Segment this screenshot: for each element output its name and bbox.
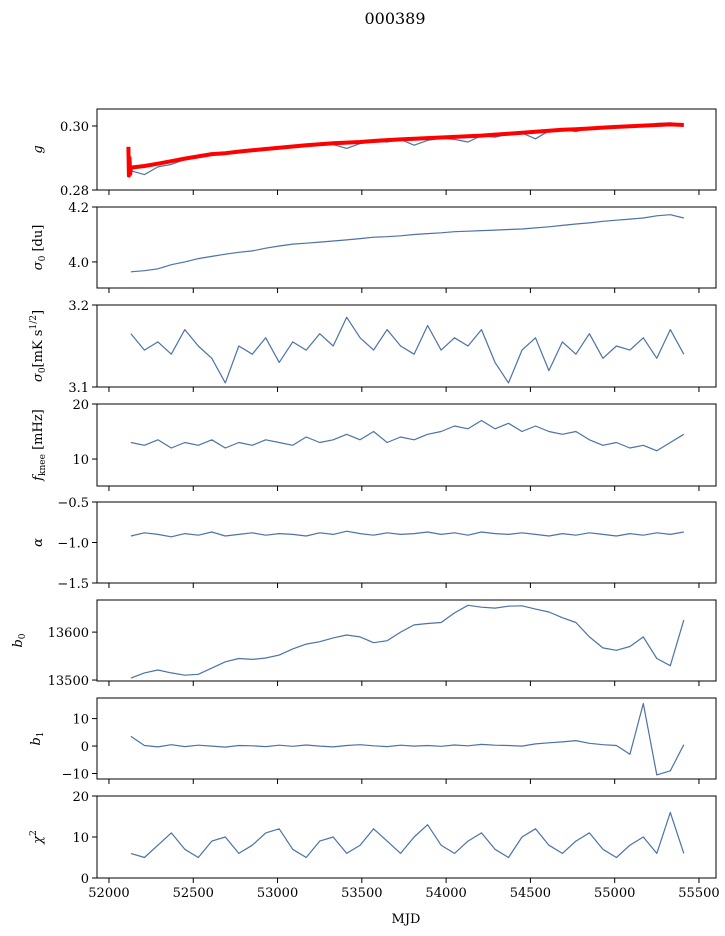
subplot-sigma0-du: 4.0 4.2 σ0 [du] xyxy=(31,201,717,293)
y-label-symbol: σ xyxy=(31,260,46,270)
y-label-superscript: 1/2 xyxy=(29,315,39,329)
y-label-symbol: σ xyxy=(31,372,46,382)
y-tick-label: −10 xyxy=(62,768,89,783)
axes-frame xyxy=(96,697,717,780)
series-line-gain xyxy=(130,122,684,176)
y-tick-label: −0.5 xyxy=(57,496,89,511)
y-label-superscript: 2 xyxy=(29,830,39,836)
y-axis-label: σ0[mK s1/2] xyxy=(29,310,48,382)
series-line-fknee xyxy=(130,419,685,452)
y-label-subscript: 0 xyxy=(18,633,28,639)
x-axis-label: MJD xyxy=(392,912,421,927)
y-label-symbol: α xyxy=(31,538,46,547)
y-axis-label: χ2 xyxy=(29,830,46,845)
axes-frame xyxy=(96,599,717,682)
y-axis-label: α xyxy=(31,538,46,547)
series-line-gain-model xyxy=(126,122,684,178)
y-label-units: [du] xyxy=(31,225,46,256)
y-label-bracket: ] xyxy=(31,310,46,315)
y-tick-label: 10 xyxy=(72,831,89,846)
subplot-fknee: 10 20 fknee [mHz] xyxy=(31,398,717,491)
y-label-subscript: 0 xyxy=(38,367,48,373)
subplot-g: 0.28 0.30 g xyxy=(31,108,717,199)
y-tick-label: −1.0 xyxy=(57,537,89,552)
subplot-sigma0-mk: 3.1 3.2 σ0[mK s1/2] xyxy=(29,299,717,396)
y-axis-label: g xyxy=(31,145,46,153)
y-tick-label: 20 xyxy=(72,398,89,413)
series-line-sigma0-temp xyxy=(130,316,685,384)
y-tick-label: 10 xyxy=(72,713,89,728)
x-tick-label: 52500 xyxy=(173,886,214,901)
x-tick-label: 52000 xyxy=(88,886,129,901)
axes-frame xyxy=(96,304,717,388)
subplot-alpha: −1.5 −1.0 −0.5 α xyxy=(31,496,717,592)
y-tick-label: 3.1 xyxy=(68,381,89,396)
y-tick-label: 10 xyxy=(72,453,89,468)
y-tick-label: 0.30 xyxy=(60,120,89,135)
axes-frame xyxy=(96,403,717,487)
y-tick-label: 3.2 xyxy=(68,299,89,314)
y-tick-label: 4.0 xyxy=(68,256,89,271)
y-tick-label: 13600 xyxy=(48,626,89,641)
axes-frame xyxy=(96,501,717,584)
subplot-b1: −10 0 10 b1 xyxy=(29,697,717,784)
y-label-symbol: χ xyxy=(31,835,46,845)
y-axis-label: fknee [mHz] xyxy=(31,409,48,482)
subplot-b0: 13500 13600 b0 xyxy=(11,599,717,689)
y-tick-label: 0 xyxy=(81,872,89,887)
y-tick-label: −1.5 xyxy=(57,577,89,592)
chart-title: 000389 xyxy=(364,9,425,28)
series-line-sigma0 xyxy=(130,214,684,273)
y-axis-label: σ0 [du] xyxy=(31,225,48,271)
series-line-alpha xyxy=(130,530,684,538)
y-label-subscript: 0 xyxy=(38,255,48,261)
x-tick-label: 53500 xyxy=(341,886,382,901)
subplot-chi2: 0 10 20 52000 52500 53000 53500 54000 54500 55000… xyxy=(29,790,720,901)
y-tick-label: 0.28 xyxy=(60,184,89,199)
x-tick-label: 54000 xyxy=(425,886,466,901)
x-tick-label: 55000 xyxy=(594,886,635,901)
axes-frame xyxy=(96,206,717,289)
y-label-subscript: knee xyxy=(38,454,48,476)
x-tick-label: 55500 xyxy=(678,886,719,901)
axes-frame xyxy=(96,108,717,191)
y-tick-label: 20 xyxy=(72,790,89,805)
y-axis-label: b1 xyxy=(29,731,46,745)
y-label-symbol: g xyxy=(31,145,46,153)
y-label-symbol: f xyxy=(31,474,46,482)
y-label-units: [mHz] xyxy=(31,409,46,454)
y-label-symbol: b xyxy=(29,737,44,745)
axes-frame xyxy=(96,795,717,879)
series-line-b0 xyxy=(130,604,685,679)
y-tick-label: 13500 xyxy=(48,674,89,689)
y-label-symbol: b xyxy=(11,639,26,647)
series-line-b1 xyxy=(130,702,685,776)
y-tick-label: 0 xyxy=(81,740,89,755)
x-tick-label: 54500 xyxy=(510,886,551,901)
y-tick-label: 4.2 xyxy=(68,201,89,216)
y-label-units: [mK s xyxy=(31,330,46,368)
x-tick-label: 53000 xyxy=(257,886,298,901)
y-label-subscript: 1 xyxy=(36,731,46,737)
series-line-chi2 xyxy=(130,811,685,859)
y-axis-label: b0 xyxy=(11,633,28,647)
